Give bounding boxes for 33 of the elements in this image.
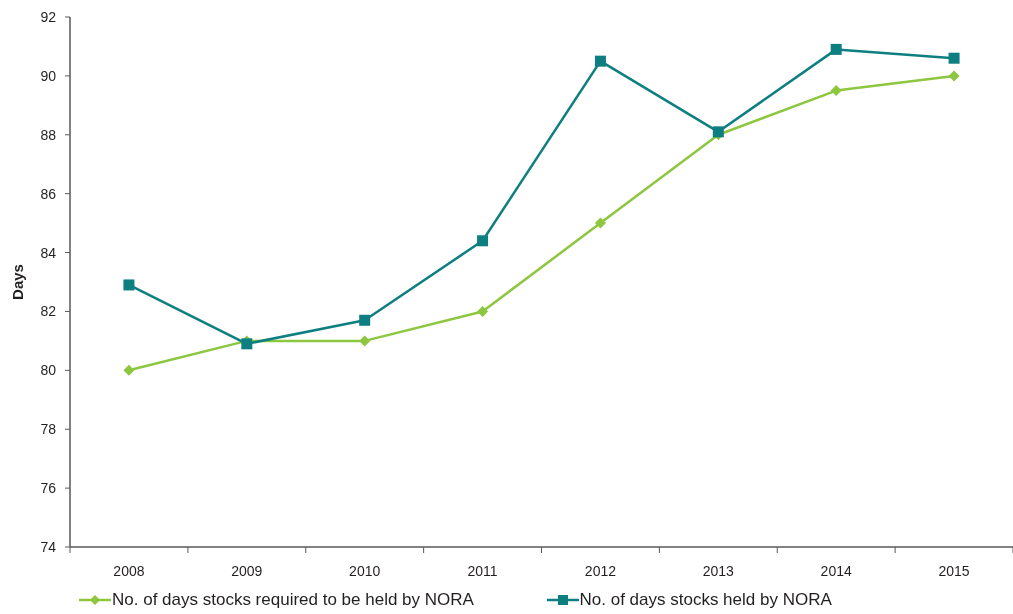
x-tick-label: 2013 bbox=[702, 562, 735, 579]
y-tick-label: 84 bbox=[40, 244, 57, 261]
x-tick-label: 2011 bbox=[467, 562, 498, 579]
point bbox=[830, 85, 842, 97]
x-tick-label: 2012 bbox=[584, 562, 617, 579]
point bbox=[830, 43, 842, 55]
point bbox=[359, 335, 371, 347]
point bbox=[948, 70, 960, 82]
y-tick-label: 92 bbox=[40, 8, 57, 25]
y-axis-title: Days bbox=[9, 264, 27, 300]
y-tick-label: 90 bbox=[40, 67, 57, 84]
x-tick-label: 2014 bbox=[820, 562, 852, 579]
x-tick-label: 2015 bbox=[938, 562, 970, 579]
y-tick-label: 78 bbox=[40, 421, 57, 438]
point bbox=[477, 305, 489, 317]
point bbox=[948, 52, 960, 64]
y-tick-label: 88 bbox=[40, 126, 57, 143]
y-tick-label: 80 bbox=[40, 362, 57, 379]
point bbox=[359, 314, 371, 326]
legend-label: No. of days stocks held by NORA bbox=[579, 590, 832, 610]
point bbox=[123, 364, 135, 376]
legend-label: No. of days stocks required to be held by NORA bbox=[112, 590, 474, 610]
y-tick-label: 86 bbox=[40, 185, 57, 202]
y-tick-label: 74 bbox=[40, 538, 57, 555]
y-tick-label: 82 bbox=[40, 303, 57, 320]
point bbox=[594, 217, 606, 229]
point bbox=[123, 279, 135, 291]
x-tick-label: 2010 bbox=[349, 562, 381, 579]
point bbox=[594, 55, 606, 67]
y-tick-label: 76 bbox=[40, 480, 57, 497]
point bbox=[477, 235, 489, 247]
x-tick-label: 2008 bbox=[113, 562, 145, 579]
x-tick-label: 2009 bbox=[231, 562, 263, 579]
